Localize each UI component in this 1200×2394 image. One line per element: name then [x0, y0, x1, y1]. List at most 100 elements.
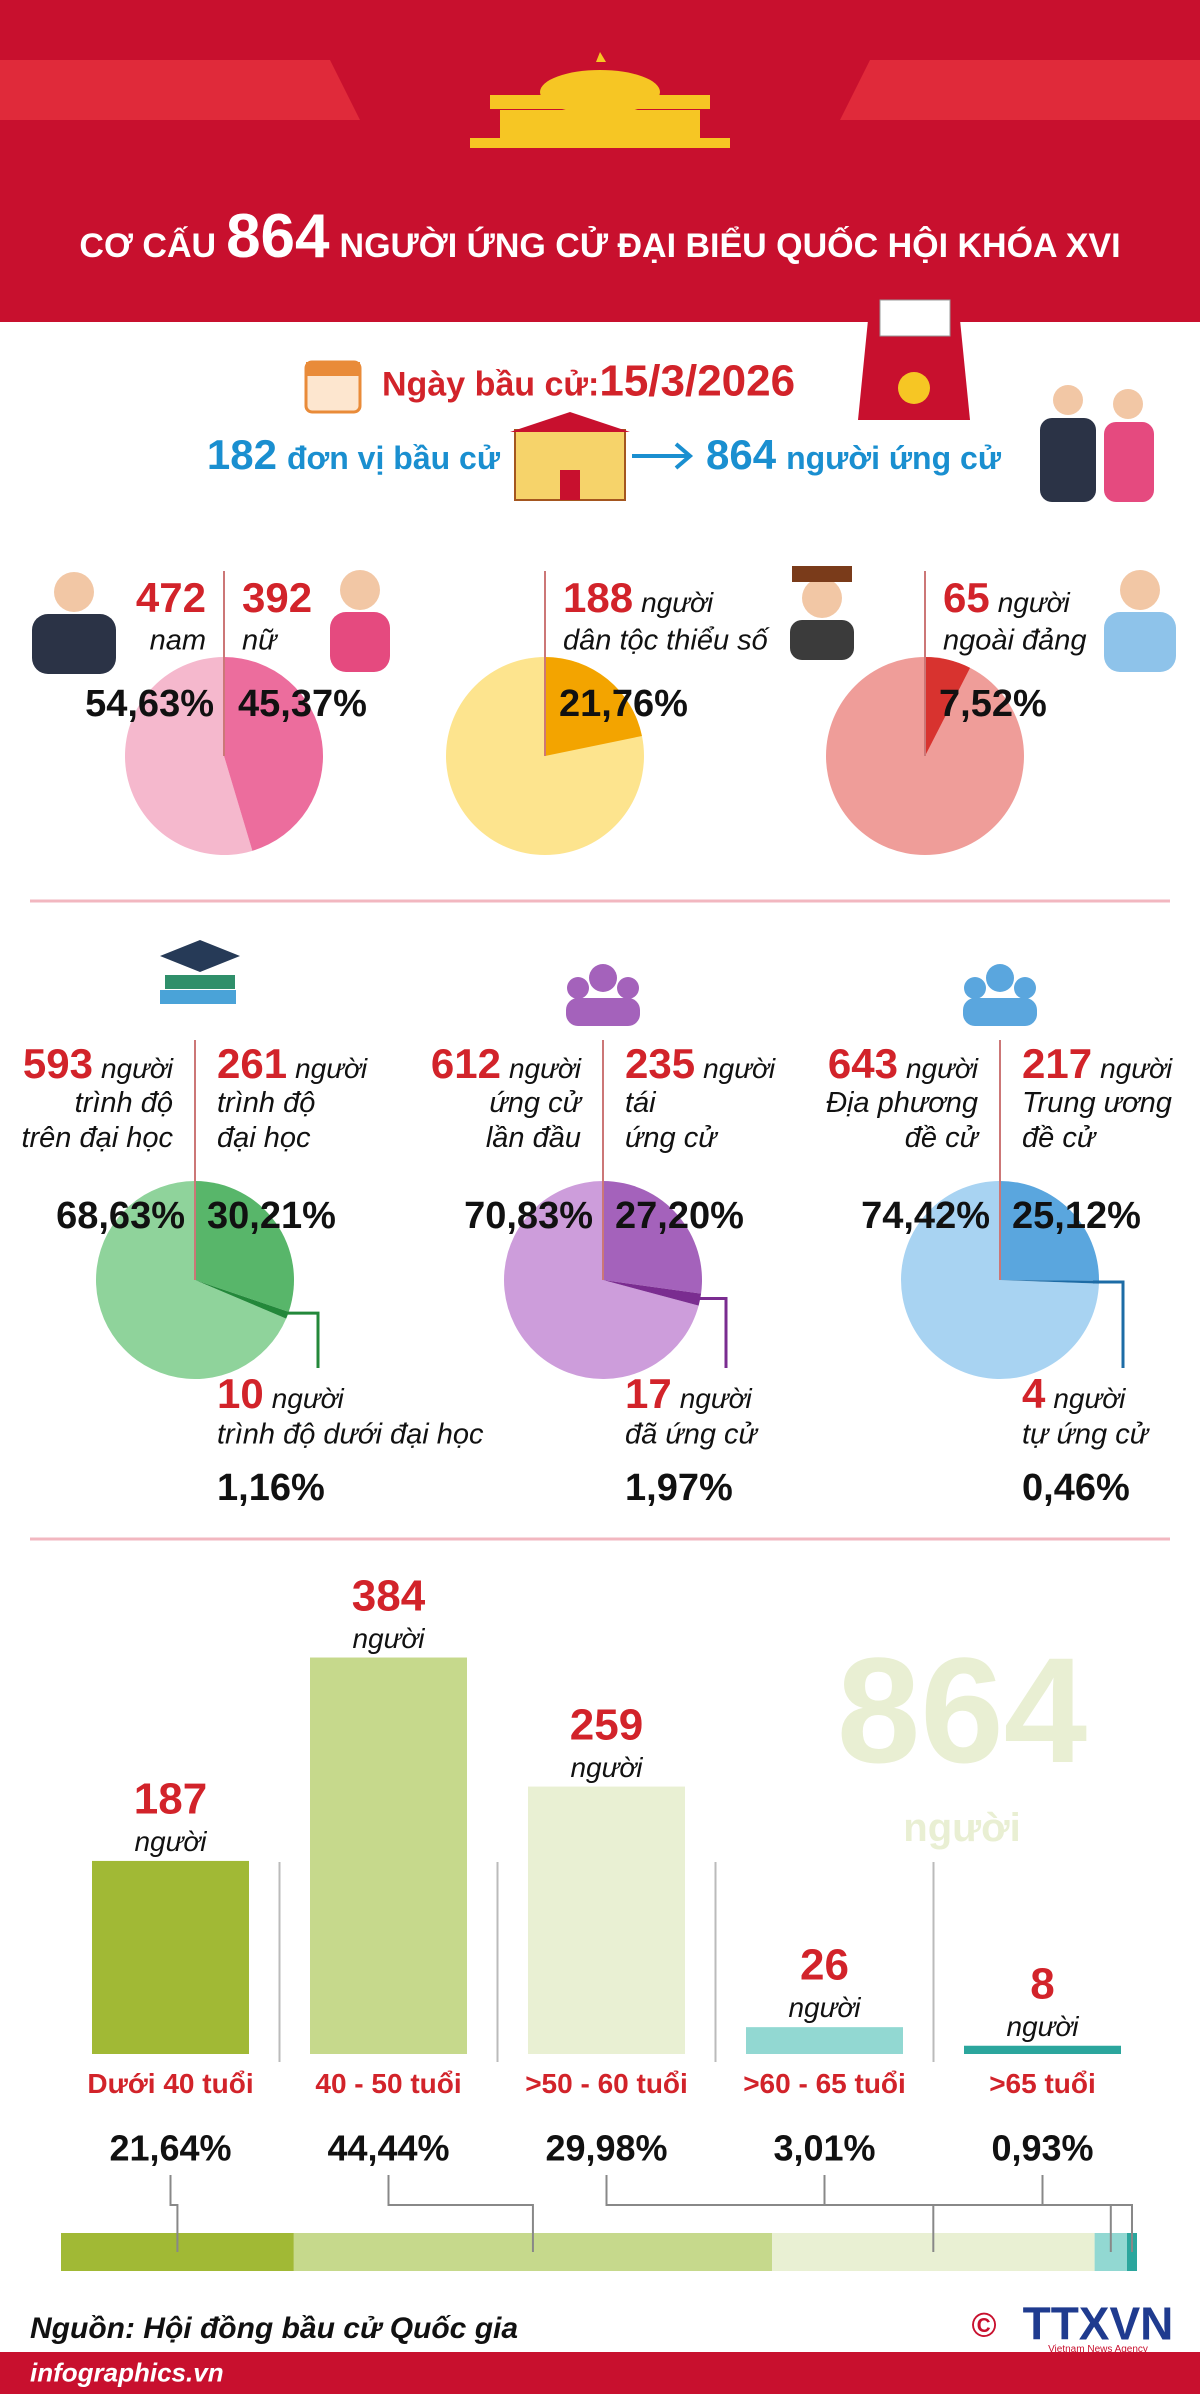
woman-icon	[330, 570, 390, 672]
category-label: tự ứng cử	[1022, 1418, 1149, 1451]
value-label: 259	[569, 1700, 644, 1750]
percentage-label: 3,01%	[773, 2127, 876, 2169]
header-stripe	[840, 60, 1200, 120]
count: 65	[943, 573, 990, 621]
title-number: 864	[226, 201, 330, 271]
percentage-label: 44,44%	[327, 2127, 450, 2169]
count-label: 4 người	[1022, 1369, 1125, 1419]
count-label: 612 người	[431, 1039, 581, 1089]
source: Nguồn: Hội đồng bầu cử Quốc gia	[30, 2312, 519, 2345]
count-label: 392	[242, 573, 312, 623]
unit: người	[1100, 1052, 1173, 1084]
count-label: 217 người	[1022, 1039, 1172, 1089]
person-icon	[1104, 570, 1176, 672]
logo-sub: Vietnam News Agency	[1048, 2344, 1148, 2355]
pie-slice	[925, 657, 971, 756]
category-label: Địa phương đề cử	[826, 1087, 978, 1154]
education-icon	[160, 940, 240, 1004]
leader-line	[694, 1296, 728, 1368]
pie-slice	[1000, 1181, 1099, 1281]
pie-slice	[224, 657, 323, 851]
unit-label: người	[788, 1992, 861, 2024]
unit: người	[997, 586, 1070, 618]
unit: người	[508, 1052, 581, 1084]
count-label: 593 người	[23, 1039, 173, 1089]
chart-title: CƠ CẤU 864 NGƯỜI ỨNG CỬ ĐẠI BIỂU QUỐC HỘI …	[79, 200, 1120, 274]
title-text: CƠ CẤU	[79, 226, 217, 265]
value-label: 27,20%	[615, 1195, 744, 1238]
count-label: 643 người	[828, 1039, 978, 1089]
connector	[387, 2175, 534, 2252]
date-value: 15/3/2026	[599, 356, 796, 406]
value-label: 21,76%	[559, 683, 688, 726]
category-label: dân tộc thiểu số	[563, 624, 768, 657]
percentage-label: 0,93%	[991, 2127, 1094, 2169]
count: 10	[217, 1369, 264, 1417]
category-label: trình độ trên đại học	[21, 1087, 173, 1154]
count-label: 10 người	[217, 1369, 344, 1419]
connector	[605, 2175, 935, 2252]
category-label: tái ứng cử	[625, 1087, 717, 1154]
assembly-icon	[470, 52, 730, 148]
count: 593	[22, 1039, 93, 1087]
category-label: Trung ương đề cử	[1022, 1087, 1172, 1154]
x-tick-label: >50 - 60 tuổi	[525, 2068, 688, 2100]
percentage-label: 29,98%	[545, 2127, 668, 2169]
copyright: ©	[971, 2306, 997, 2345]
title-text: NGƯỜI ỨNG CỬ ĐẠI BIỂU QUỐC HỘI KHÓA XVI	[339, 226, 1121, 265]
units-count: 182	[206, 430, 277, 478]
bar	[310, 1657, 467, 2054]
value-label: 68,63%	[56, 1195, 185, 1238]
group-icon	[566, 964, 640, 1026]
count: 17	[625, 1369, 672, 1417]
count: 4	[1022, 1369, 1046, 1417]
pie-slice	[545, 657, 642, 756]
value-label: 7,52%	[939, 683, 1047, 726]
candidates: 864 người ứng cử	[706, 430, 1001, 480]
value-label: 30,21%	[207, 1195, 336, 1238]
value-label: 187	[133, 1774, 208, 1824]
count-label: 65 người	[943, 573, 1070, 623]
candidates-icon	[1040, 385, 1154, 502]
value-label: 70,83%	[464, 1195, 593, 1238]
pie-slice	[195, 1181, 294, 1312]
x-tick-label: >65 tuổi	[989, 2068, 1096, 2100]
value-label: 1,97%	[625, 1467, 733, 1510]
percentage-label: 21,64%	[109, 2127, 232, 2169]
unit: người	[100, 1052, 173, 1084]
ballot-box-icon	[858, 299, 970, 420]
unit-label: người	[352, 1622, 425, 1654]
unit-label: người	[570, 1751, 643, 1783]
bar	[92, 1860, 249, 2054]
value-label: 26	[800, 1940, 849, 1990]
category-label: trình độ đại học	[217, 1087, 316, 1154]
count: 261	[217, 1039, 288, 1087]
building-icon	[510, 412, 630, 501]
election-date: Ngày bầu cử:15/3/2026	[382, 356, 795, 409]
value-label: 74,42%	[861, 1195, 990, 1238]
unit: người	[295, 1052, 368, 1084]
pie-slice	[503, 1181, 699, 1379]
group-icon	[963, 964, 1037, 1026]
ethnic-woman-icon	[790, 566, 854, 660]
count: 612	[430, 1039, 501, 1087]
unit: người	[1053, 1382, 1126, 1414]
units: 182 đơn vị bầu cử	[207, 430, 500, 480]
header-stripe	[0, 60, 360, 120]
category-label: nam	[149, 624, 206, 657]
x-tick-label: >60 - 65 tuổi	[743, 2068, 906, 2100]
pie-slice	[1000, 1280, 1099, 1284]
arrow	[632, 442, 694, 470]
pie-slice	[603, 1181, 702, 1294]
bar	[528, 1786, 685, 2054]
pie-slice	[603, 1280, 702, 1306]
bar	[746, 2027, 903, 2054]
count-label: 17 người	[625, 1369, 752, 1419]
connector	[169, 2175, 179, 2252]
value-label: 25,12%	[1012, 1195, 1141, 1238]
unit: người	[905, 1052, 978, 1084]
category-label: đã ứng cử	[625, 1418, 757, 1451]
value-label: 384	[351, 1571, 426, 1621]
footer-band	[0, 2352, 1200, 2394]
